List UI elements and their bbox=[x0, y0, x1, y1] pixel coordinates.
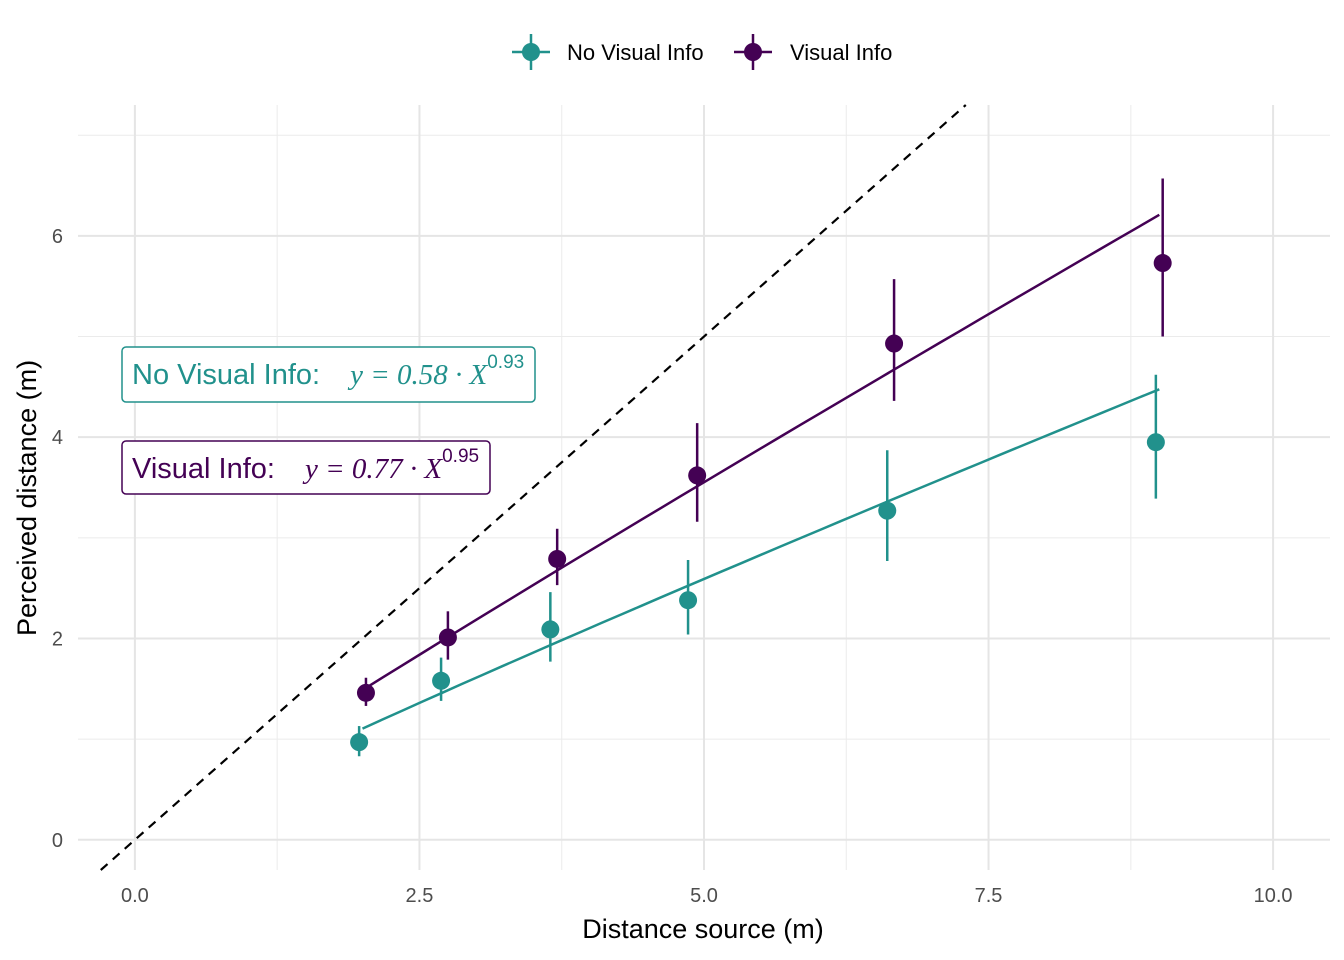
data-point-no-visual-info bbox=[878, 501, 897, 520]
data-point-no-visual-info bbox=[350, 733, 369, 752]
annotation-text-visual-info: Visual Info: y = 0.77 · X0.95 bbox=[132, 446, 479, 485]
data-point-visual-info bbox=[885, 334, 904, 353]
data-point-visual-info bbox=[548, 549, 567, 568]
y-tick-label: 4 bbox=[52, 427, 63, 449]
legend-key-point-no-visual-info bbox=[522, 43, 540, 61]
legend-item-no-visual-info: No Visual Info bbox=[512, 34, 704, 70]
legend-key-point-visual-info bbox=[744, 43, 762, 61]
annotation-equation-visual-info: y = 0.77 · X bbox=[302, 453, 443, 485]
annotation-box-no-visual-info bbox=[121, 346, 536, 403]
annotation-exponent-visual-info: 0.95 bbox=[442, 446, 479, 467]
y-axis-title: Perceived distance (m) bbox=[12, 360, 42, 636]
annotation-no-visual-info: No Visual Info: y = 0.58 · X0.93 bbox=[121, 346, 536, 403]
data-point-no-visual-info bbox=[541, 620, 560, 639]
annotation-box-visual-info bbox=[121, 440, 491, 495]
y-tick-label: 0 bbox=[52, 830, 63, 852]
legend-item-visual-info: Visual Info bbox=[734, 34, 892, 70]
data-point-visual-info bbox=[688, 466, 707, 485]
data-point-no-visual-info bbox=[432, 671, 451, 690]
annotation-equation-no-visual-info: y = 0.58 · X bbox=[347, 359, 488, 391]
x-tick-label: 10.0 bbox=[1254, 885, 1293, 907]
x-tick-labels: 0.0 2.5 5.0 7.5 10.0 bbox=[121, 885, 1293, 907]
x-tick-label: 5.0 bbox=[690, 885, 718, 907]
annotation-label-visual-info: Visual Info: bbox=[132, 453, 275, 485]
fit-line-no-visual-info bbox=[361, 388, 1160, 730]
data-point-visual-info bbox=[438, 628, 457, 647]
fit-lines bbox=[361, 213, 1160, 730]
data-points bbox=[350, 254, 1172, 752]
x-tick-label: 0.0 bbox=[121, 885, 149, 907]
annotation-label-no-visual-info: No Visual Info: bbox=[132, 359, 320, 391]
data-point-visual-info bbox=[356, 683, 375, 702]
legend: No Visual Info Visual Info bbox=[512, 34, 892, 70]
grid-major bbox=[78, 105, 1330, 870]
legend-label-visual-info: Visual Info bbox=[790, 40, 892, 65]
fit-line-visual-info bbox=[361, 213, 1160, 692]
y-tick-labels: 0 2 4 6 bbox=[52, 226, 63, 852]
y-tick-label: 6 bbox=[52, 226, 63, 248]
annotation-exponent-no-visual-info: 0.93 bbox=[487, 352, 524, 373]
x-tick-label: 2.5 bbox=[406, 885, 434, 907]
x-axis-title: Distance source (m) bbox=[582, 914, 824, 944]
x-tick-label: 7.5 bbox=[975, 885, 1003, 907]
data-point-no-visual-info bbox=[1146, 433, 1165, 452]
data-point-visual-info bbox=[1153, 254, 1172, 273]
annotation-visual-info: Visual Info: y = 0.77 · X0.95 bbox=[121, 440, 491, 495]
identity-reference-line bbox=[100, 104, 967, 871]
y-tick-label: 2 bbox=[52, 628, 63, 650]
data-point-no-visual-info bbox=[679, 591, 698, 610]
annotation-text-no-visual-info: No Visual Info: y = 0.58 · X0.93 bbox=[132, 352, 524, 391]
reference-line-group bbox=[100, 104, 967, 871]
legend-label-no-visual-info: No Visual Info bbox=[567, 40, 704, 65]
